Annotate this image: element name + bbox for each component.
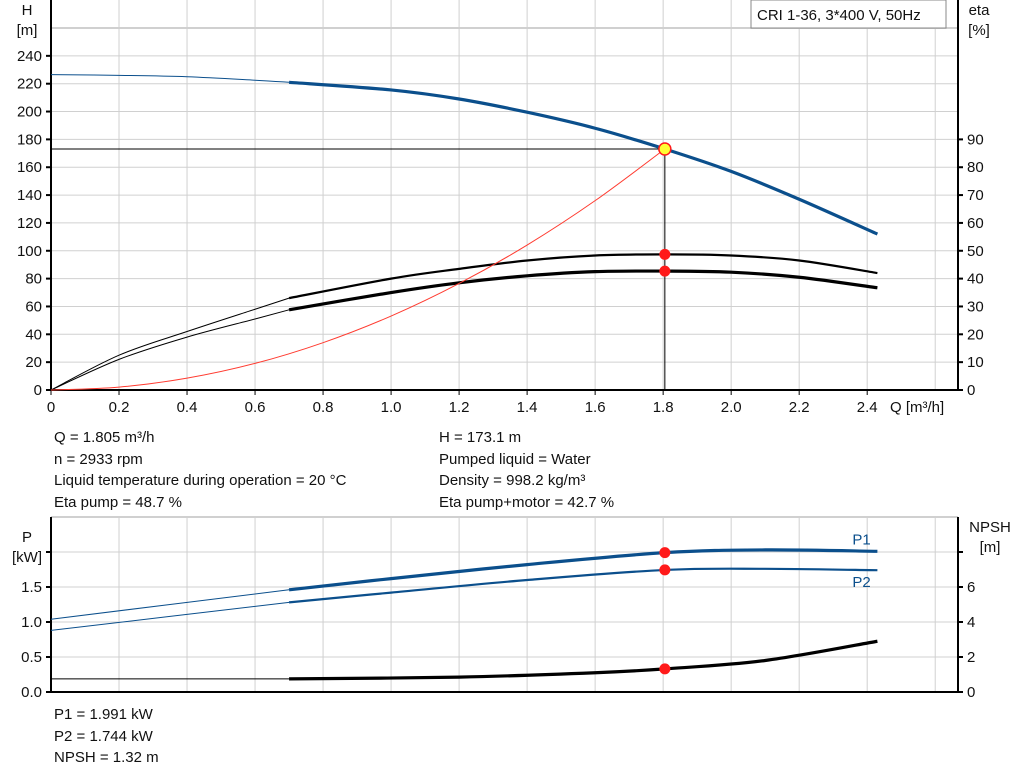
y-axis-label-right: NPSH (969, 519, 1011, 536)
x-tick-label: 0 (47, 399, 55, 416)
P2-curve (288, 567, 878, 604)
info-temp: Liquid temperature during operation = 20… (54, 472, 347, 489)
y-tick-label-left: 160 (17, 159, 42, 176)
x-tick-label: 1.4 (517, 399, 538, 416)
y-tick-label-right: 50 (967, 243, 984, 260)
x-tick-label: 1.8 (653, 399, 674, 416)
y-tick-label-right: 20 (967, 326, 984, 343)
y-tick-label-right: 10 (967, 354, 984, 371)
NPSH-curve (289, 639, 878, 681)
y-tick-label-left: 0.5 (21, 649, 42, 666)
info-n: n = 2933 rpm (54, 450, 143, 468)
y-tick-label-right: 0 (967, 684, 975, 701)
x-tick-label: 0.8 (313, 399, 334, 416)
P2-label: P2 (852, 574, 870, 591)
y-tick-label-right: 6 (967, 579, 975, 596)
x-axis-label: Q [m³/h] (890, 399, 944, 416)
info-density: Density = 998.2 kg/m³ (439, 472, 586, 489)
p1-point (659, 547, 671, 559)
duty-point (658, 142, 672, 156)
y-tick-label-left: 60 (25, 298, 42, 315)
eta-pump-point (659, 248, 671, 260)
x-tick-label: 2.2 (789, 399, 810, 416)
y-tick-label-left: 1.0 (21, 614, 42, 631)
npsh-point (659, 663, 671, 675)
y-axis-label-left: H (22, 2, 33, 19)
y-tick-label-left: 200 (17, 104, 42, 121)
x-tick-label: 1.2 (449, 399, 470, 416)
y-tick-label-left: 180 (17, 131, 42, 148)
x-tick-label: 0.6 (245, 399, 266, 416)
y-tick-label-left: 20 (25, 354, 42, 371)
y-tick-label-left: 80 (25, 271, 42, 288)
y-tick-label-left: 240 (17, 48, 42, 65)
y-tick-label-right: 30 (967, 298, 984, 315)
info-eta-pump: Eta pump = 48.7 % (54, 493, 182, 511)
x-tick-label: 0.4 (177, 399, 198, 416)
y-tick-label-left: 120 (17, 215, 42, 232)
x-tick-label: 0.2 (109, 399, 130, 416)
H-curve-extension (50, 74, 290, 83)
info-h: H = 173.1 m (439, 429, 522, 446)
info-bottom: P1 = 1.991 kW P2 = 1.744 kW NPSH = 1.32 … (54, 704, 159, 769)
eta_pump-curve (288, 253, 878, 300)
y-axis-label-left: [kW] (12, 549, 42, 566)
eta-total-point (659, 265, 671, 277)
info-npsh: NPSH = 1.32 m (54, 749, 159, 766)
y-tick-label-left: 0 (34, 382, 42, 399)
eta_pump_motor-curve (288, 269, 878, 312)
P1-curve-extension (50, 589, 290, 620)
y-axis-label-left: [m] (17, 22, 38, 39)
y-axis-label-right: eta (969, 2, 991, 19)
y-tick-label-right: 0 (967, 382, 975, 399)
info-left: Q = 1.805 m³/h n = 2933 rpm Liquid tempe… (54, 427, 346, 513)
y-tick-label-left: 100 (17, 243, 42, 260)
y-tick-label-right: 70 (967, 187, 984, 204)
info-eta-total: Eta pump+motor = 42.7 % (439, 493, 615, 511)
y-tick-label-right: 80 (967, 159, 984, 176)
P1-label: P1 (852, 531, 870, 548)
y-tick-label-left: 0.0 (21, 684, 42, 701)
info-q: Q = 1.805 m³/h (54, 429, 155, 446)
y-tick-label-left: 40 (25, 326, 42, 343)
system-curve (50, 148, 666, 391)
P1-curve (288, 548, 878, 592)
eta_pump_motor-curve-extension (50, 309, 290, 391)
H-curve (288, 80, 879, 236)
info-liquid: Pumped liquid = Water (439, 450, 591, 468)
y-tick-label-right: 4 (967, 614, 975, 631)
info-p1: P1 = 1.991 kW (54, 706, 153, 723)
P2-curve-extension (50, 601, 290, 631)
legend-box (750, 0, 947, 29)
info-right: H = 173.1 m Pumped liquid = Water Densit… (439, 427, 614, 513)
eta_pump-curve-extension (50, 297, 290, 391)
y-tick-label-left: 220 (17, 76, 42, 93)
legend-text: CRI 1-36, 3*400 V, 50Hz (757, 7, 921, 24)
x-tick-label: 1.0 (381, 399, 402, 416)
x-tick-label: 2.0 (721, 399, 742, 416)
x-tick-label: 1.6 (585, 399, 606, 416)
y-tick-label-right: 40 (967, 271, 984, 288)
y-axis-label-right: [%] (968, 22, 990, 39)
info-p2: P2 = 1.744 kW (54, 727, 153, 745)
p2-point (659, 564, 671, 576)
y-axis-label-left: P (22, 529, 32, 546)
y-tick-label-left: 1.5 (21, 579, 42, 596)
y-tick-label-right: 90 (967, 131, 984, 148)
y-tick-label-right: 2 (967, 649, 975, 666)
y-axis-label-right: [m] (980, 539, 1001, 556)
y-tick-label-left: 140 (17, 187, 42, 204)
x-tick-label: 2.4 (857, 399, 878, 416)
y-tick-label-right: 60 (967, 215, 984, 232)
